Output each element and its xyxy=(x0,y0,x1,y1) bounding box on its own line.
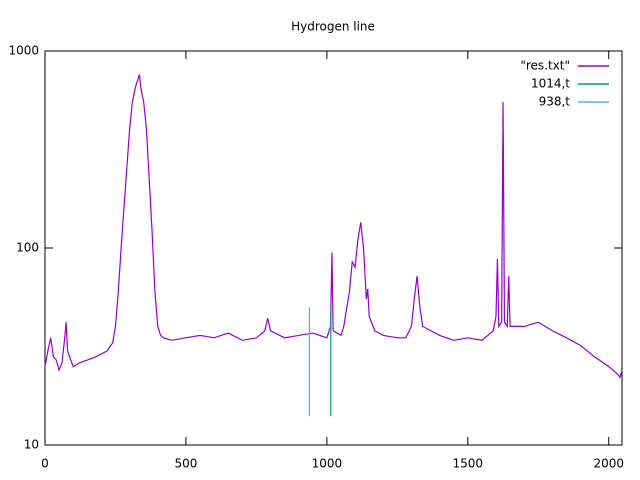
x-tick-label: 2000 xyxy=(593,457,624,471)
y-tick-label: 10 xyxy=(24,438,39,452)
x-tick-label: 1000 xyxy=(312,457,343,471)
legend-label: 1014,t xyxy=(531,77,570,91)
x-tick-label: 500 xyxy=(174,457,197,471)
legend-label: 938,t xyxy=(539,95,571,109)
y-tick-label: 100 xyxy=(16,241,39,255)
x-tick-label: 0 xyxy=(41,457,49,471)
x-tick-label: 1500 xyxy=(453,457,484,471)
chart-title: Hydrogen line xyxy=(291,20,375,34)
y-tick-label: 1000 xyxy=(8,44,39,58)
series-line xyxy=(44,74,623,379)
legend-label: "res.txt" xyxy=(520,59,570,73)
